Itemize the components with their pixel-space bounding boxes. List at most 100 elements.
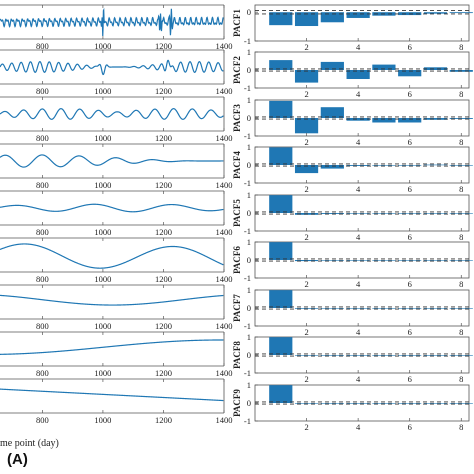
y-tick-label: 1 [247,380,251,390]
x-tick-label: 800 [36,133,49,143]
pacf-subplot: 1 0 -1 2 4 6 8 PACF8 [232,332,473,384]
pacf-subplot: 1 0 -1 2 4 6 8 PACF6 [232,237,473,289]
pacf-bar [346,12,370,18]
x-tick-label: 1000 [94,227,111,237]
x-tick-label: 6 [408,374,412,384]
pacf-bar [294,403,319,404]
pacf-bar [372,355,396,356]
y-tick-label: 0 [247,255,251,265]
pacf-bar [269,195,293,213]
imf-subplot: 800 1000 1200 1400 [0,4,233,51]
pacf-bar [398,260,422,261]
y-tick-label: 0 [247,208,251,218]
y-tick-label: 1 [247,285,251,295]
x-tick-label: 8 [459,42,463,52]
pacf-ylabel: PACF3 [232,104,242,132]
pacf-bar [320,165,344,169]
pacf-bar [423,67,448,70]
imf-line [0,294,224,306]
x-tick-label: 1200 [155,415,172,425]
pacf-subplot: 1 0 -1 2 4 6 8 PACF7 [232,285,473,337]
x-tick-label: 1200 [155,321,172,331]
x-tick-label: 1200 [155,180,172,190]
y-tick-label: 0 [247,350,251,360]
pacf-subplot: 1 0 -1 2 4 6 8 PACF5 [232,190,473,242]
panel-label: (A) [7,451,28,468]
pacf-bar [398,165,422,166]
imf-line [0,7,224,36]
x-tick-label: 4 [356,327,361,337]
y-tick-label: -1 [244,368,251,378]
pacf-bar [294,118,319,134]
pacf-bar [320,107,344,118]
pacf-bar [269,12,293,26]
pacf-bar [423,308,448,309]
pacf-bar [346,70,370,79]
y-tick-label: 0 [247,303,251,313]
pacf-subplot: 1 0 -1 2 4 6 8 PACF4 [232,142,473,194]
x-tick-label: 8 [459,89,463,99]
pacf-bar [320,403,344,404]
x-tick-label: 1400 [216,415,233,425]
x-tick-label: 6 [408,327,412,337]
pacf-bar [294,260,319,262]
x-tick-label: 1400 [216,368,233,378]
imf-line [0,203,224,213]
x-tick-label: 1000 [94,133,111,143]
pacf-bar [294,165,319,174]
pacf-bar [423,12,448,14]
imf-line [0,154,224,168]
pacf-ylabel: PACF2 [232,56,242,84]
x-tick-label: 6 [408,89,412,99]
x-tick-label: 1000 [94,415,111,425]
pacf-bar [294,12,319,27]
imf-subplot: 800 1000 1200 1400 [0,143,233,190]
y-tick-label: 0 [247,398,251,408]
pacf-bar [449,213,473,214]
pacf-bar [372,165,396,166]
y-tick-label: 1 [247,237,251,247]
x-tick-label: 800 [36,321,49,331]
pacf-bar [269,242,293,260]
x-tick-label: 1400 [216,86,233,96]
imf-line [0,108,224,120]
pacf-bar [320,213,344,214]
y-tick-label: -1 [244,416,251,426]
x-tick-label: 800 [36,41,49,51]
pacf-bar [372,213,396,214]
pacf-bar [398,308,422,309]
pacf-bar [398,403,422,404]
imf-line [0,59,224,76]
x-tick-label: 4 [356,422,361,432]
x-tick-label: 800 [36,368,49,378]
x-tick-label: 1000 [94,180,111,190]
pacf-bar [346,213,370,214]
pacf-bar [269,100,293,118]
x-tick-label: 8 [459,327,463,337]
y-tick-label: 0 [247,65,251,75]
pacf-ylabel: PACF7 [232,294,242,322]
pacf-bar [449,260,473,261]
x-tick-label: 1400 [216,321,233,331]
imf-line [0,339,224,355]
x-tick-label: 1200 [155,86,172,96]
x-tick-label: 1200 [155,41,172,51]
x-tick-label: 1400 [216,227,233,237]
x-tick-label: 6 [408,42,412,52]
pacf-bar [346,165,370,166]
pacf-bar [269,60,293,70]
x-tick-label: 1400 [216,41,233,51]
pacf-bar [346,118,370,121]
x-tick-label: 1200 [155,274,172,284]
x-tick-label: 800 [36,86,49,96]
pacf-bar [372,308,396,309]
x-tick-label: 800 [36,180,49,190]
x-tick-label: 8 [459,279,463,289]
imf-series-panels: 800 1000 1200 1400 800 1000 1200 1400 800 1000 120… [0,4,233,425]
y-tick-label: -1 [244,178,251,188]
pacf-bar [346,403,370,404]
pacf-ylabel: PACF8 [232,341,242,369]
x-tick-label: 1400 [216,133,233,143]
x-tick-label: 2 [304,422,308,432]
pacf-bar [372,403,396,404]
